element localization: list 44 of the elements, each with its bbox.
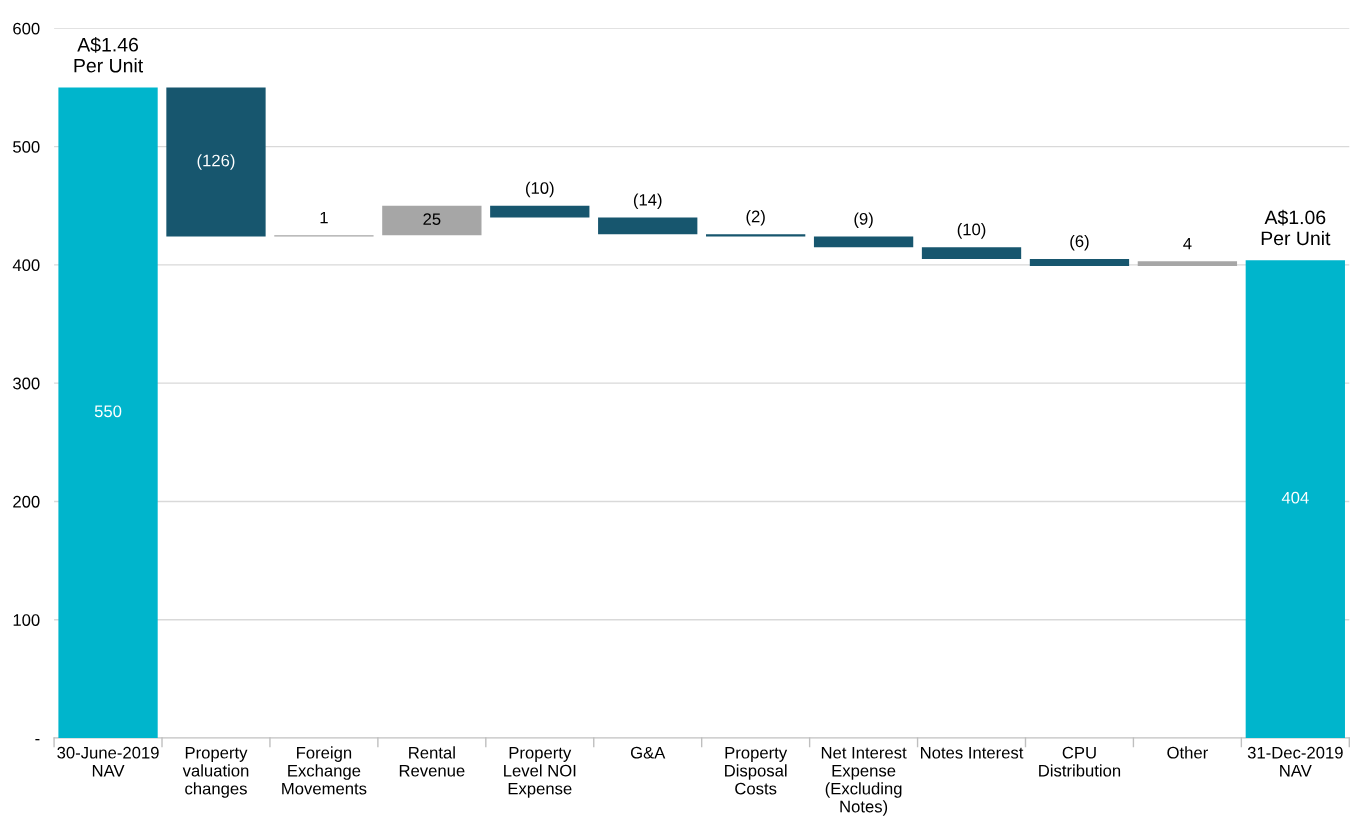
- bar: [382, 205, 482, 236]
- data-label: (14): [633, 193, 662, 210]
- y-tick-label: -: [35, 739, 40, 741]
- data-label: (126): [197, 154, 235, 170]
- bar: [813, 236, 914, 248]
- data-label: 550: [94, 405, 122, 418]
- y-tick-label: 500: [13, 141, 40, 153]
- data-label: 4: [1183, 237, 1192, 250]
- x-tick-label: Foreign Exchange Movements: [282, 746, 367, 795]
- x-tick-label: 31-Dec-2019 NAV: [1247, 746, 1343, 777]
- data-label: 1: [320, 211, 328, 224]
- data-label: 404: [1281, 491, 1309, 504]
- data-label: 25: [423, 213, 441, 226]
- data-label: (6): [1070, 234, 1089, 251]
- x-tick-label: Property Disposal Costs: [725, 746, 788, 795]
- x-tick-label: G&A: [630, 746, 666, 759]
- bar: [598, 217, 698, 235]
- x-tick-label: Net Interest Expense (Excluding Notes): [821, 746, 907, 816]
- bar: [1137, 261, 1238, 267]
- x-tick-label: Other: [1167, 746, 1208, 759]
- y-tick-label: 100: [13, 614, 40, 626]
- data-label: (10): [957, 223, 986, 239]
- bar: [490, 205, 590, 218]
- y-tick-label: 300: [13, 377, 40, 390]
- y-tick-label: 400: [12, 259, 40, 272]
- x-tick-label: 30-June-2019 NAV: [57, 746, 159, 777]
- bar: [1245, 260, 1345, 739]
- data-label: (9): [854, 212, 873, 228]
- x-tick-label: Property Level NOI Expense: [504, 746, 576, 798]
- bar: [1029, 258, 1130, 267]
- x-tick-label: Notes Interest: [921, 746, 1024, 759]
- x-tick-label: CPU Distribution: [1039, 746, 1121, 777]
- bar: [58, 87, 158, 739]
- data-label: (2): [746, 210, 765, 226]
- y-tick-label: 200: [13, 495, 40, 508]
- y-tick-label: 600: [13, 22, 40, 35]
- x-tick-label: Property valuation changes: [182, 746, 249, 798]
- x-tick-label: Rental Revenue: [399, 746, 465, 777]
- bar: [921, 247, 1022, 259]
- annotation: A$1.46 Per Unit: [74, 36, 144, 73]
- data-label: (10): [526, 181, 554, 198]
- bar: [706, 234, 806, 237]
- bar: [166, 87, 266, 237]
- annotation: A$1.06 Per Unit: [1261, 209, 1331, 246]
